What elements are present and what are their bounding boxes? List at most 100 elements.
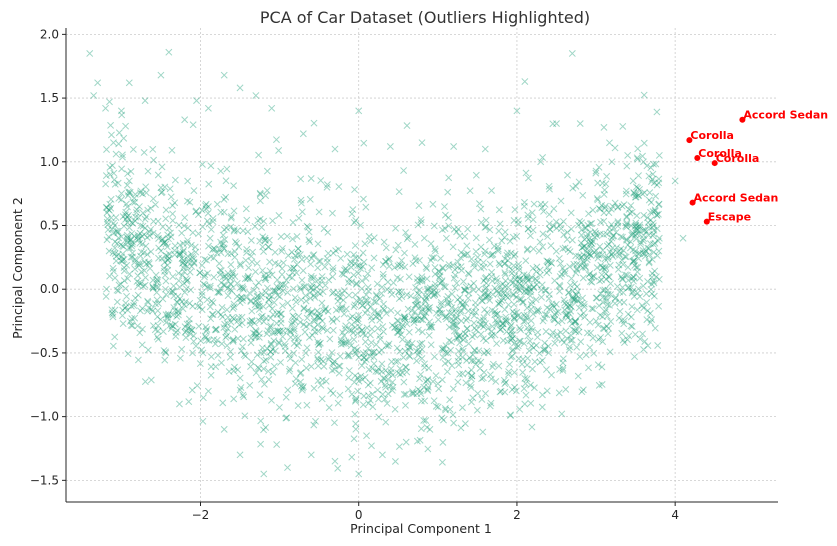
data-point — [621, 253, 629, 261]
data-point — [124, 235, 132, 243]
data-point — [237, 384, 245, 391]
data-point — [164, 252, 172, 260]
data-point — [273, 310, 281, 318]
data-point — [488, 272, 495, 280]
data-point — [651, 239, 659, 247]
data-point — [511, 275, 519, 283]
data-point — [456, 294, 464, 302]
data-point — [258, 290, 266, 298]
data-point — [336, 305, 344, 312]
data-point — [461, 287, 469, 295]
data-point — [539, 230, 547, 238]
data-point — [235, 313, 243, 321]
data-point — [141, 224, 149, 232]
data-point — [385, 256, 392, 264]
data-point — [233, 293, 241, 300]
data-point — [148, 305, 156, 313]
data-point — [520, 340, 528, 348]
data-point — [629, 229, 637, 237]
data-point — [270, 337, 278, 345]
data-point — [536, 271, 544, 279]
data-point — [619, 275, 627, 283]
data-point — [609, 253, 617, 260]
data-point — [265, 243, 273, 251]
data-point — [268, 271, 276, 279]
data-point — [437, 299, 445, 306]
data-point — [362, 203, 370, 211]
data-point — [445, 222, 453, 230]
data-point — [329, 249, 337, 257]
data-point — [252, 268, 259, 276]
data-point — [234, 334, 242, 342]
data-point — [593, 294, 601, 302]
data-point — [373, 280, 381, 288]
data-point — [126, 270, 134, 278]
data-point — [655, 151, 663, 159]
data-point — [556, 221, 564, 229]
data-point — [505, 301, 512, 309]
data-point — [230, 226, 238, 233]
data-point — [284, 464, 291, 472]
data-point — [412, 301, 420, 309]
data-point — [144, 298, 152, 306]
data-point — [199, 417, 207, 425]
data-point — [646, 251, 653, 259]
data-point — [220, 71, 228, 79]
data-point — [508, 386, 516, 394]
data-point — [267, 340, 275, 347]
data-point — [352, 420, 360, 428]
data-point — [482, 294, 490, 302]
data-point — [418, 355, 426, 362]
data-point — [477, 358, 485, 366]
data-point — [491, 284, 499, 292]
data-point — [653, 225, 661, 233]
data-point — [529, 216, 537, 224]
data-point — [480, 368, 488, 376]
data-point — [475, 200, 483, 208]
data-point — [650, 292, 658, 300]
data-point — [633, 226, 641, 234]
data-point — [114, 251, 122, 258]
data-point — [397, 331, 405, 338]
data-point — [601, 255, 609, 263]
data-point — [633, 154, 641, 162]
data-point — [506, 237, 514, 245]
data-point — [244, 272, 252, 280]
data-point — [238, 319, 246, 327]
data-point — [226, 274, 234, 282]
data-point — [382, 367, 390, 374]
data-point — [370, 254, 378, 262]
x-axis-title: Principal Component 1 — [350, 521, 492, 536]
data-point — [445, 174, 453, 182]
data-point — [359, 330, 367, 338]
data-point — [222, 328, 230, 336]
data-point — [291, 334, 299, 342]
data-point — [352, 394, 360, 402]
data-point — [283, 414, 291, 422]
data-point — [368, 316, 376, 324]
data-point — [645, 245, 653, 252]
data-point — [543, 387, 551, 395]
data-point — [489, 363, 496, 371]
data-point — [110, 139, 117, 147]
data-point — [499, 320, 507, 328]
data-point — [631, 353, 639, 361]
data-point — [199, 223, 207, 231]
data-point — [428, 289, 436, 296]
data-point — [220, 208, 228, 216]
data-point — [142, 183, 150, 191]
data-point — [463, 356, 471, 364]
data-point — [236, 374, 244, 382]
data-point — [545, 290, 553, 298]
data-point — [314, 338, 322, 346]
data-point — [345, 367, 353, 374]
data-point — [243, 274, 251, 282]
data-point — [208, 297, 216, 305]
data-point — [175, 250, 183, 258]
data-point — [354, 387, 362, 395]
data-point — [523, 271, 531, 279]
data-point — [481, 250, 488, 258]
data-point — [207, 363, 215, 371]
data-point — [481, 247, 489, 255]
data-point — [418, 276, 426, 284]
